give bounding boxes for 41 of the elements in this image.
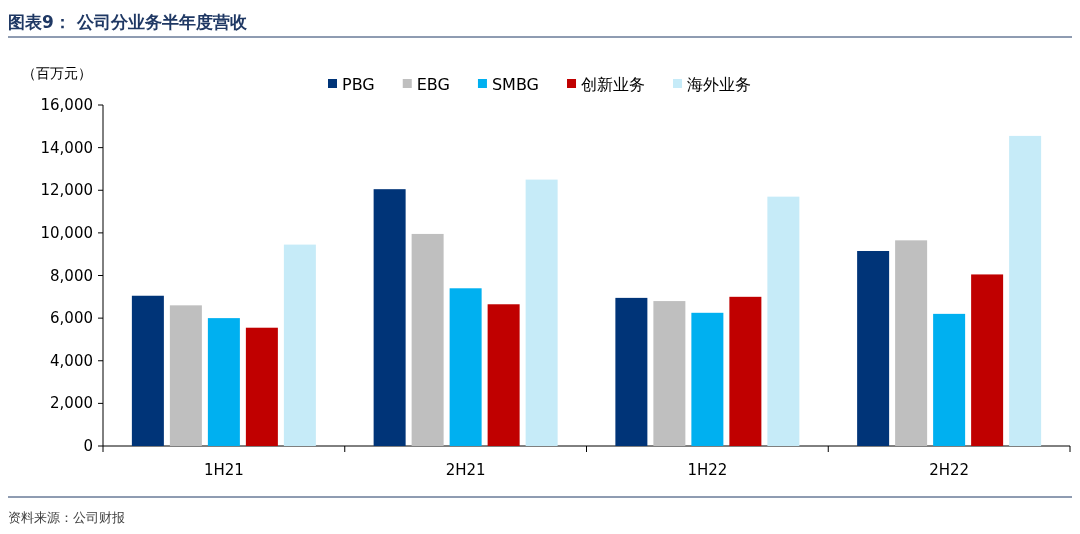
legend-label: 创新业务 xyxy=(581,75,646,94)
bar xyxy=(691,312,724,446)
bar xyxy=(729,296,762,446)
legend-label: EBG xyxy=(416,75,450,94)
bar xyxy=(373,189,406,446)
y-tick-label: 6,000 xyxy=(50,309,93,328)
bar xyxy=(767,196,800,446)
x-tick-label: 2H21 xyxy=(445,461,486,479)
bar xyxy=(411,233,444,446)
bar xyxy=(449,288,482,446)
y-tick-label: 2,000 xyxy=(50,394,93,413)
bar xyxy=(971,274,1004,446)
bar xyxy=(653,301,686,446)
y-tick-label: 14,000 xyxy=(40,138,93,157)
x-tick-label: 1H21 xyxy=(203,461,244,479)
x-tick-label: 2H22 xyxy=(929,461,970,479)
x-tick-label: 1H22 xyxy=(687,461,728,479)
y-tick-label: 8,000 xyxy=(50,266,93,285)
bar xyxy=(169,305,202,446)
y-tick-label: 12,000 xyxy=(40,181,93,200)
bar xyxy=(1009,135,1042,446)
bar xyxy=(857,250,890,446)
bar xyxy=(525,179,558,446)
bar xyxy=(895,240,928,446)
bar xyxy=(933,313,966,446)
y-axis-title: （百万元） xyxy=(22,65,92,81)
bar xyxy=(207,318,240,446)
chart-title: 图表9： 公司分业务半年度营收 xyxy=(8,12,248,32)
text: 资料来源：公司财报 xyxy=(8,510,125,525)
legend-label: 海外业务 xyxy=(687,75,752,94)
y-tick-label: 16,000 xyxy=(40,96,93,114)
bar xyxy=(245,327,278,446)
legend-label: SMBG xyxy=(491,75,540,94)
y-tick-label: 10,000 xyxy=(40,223,93,242)
y-tick-label: 4,000 xyxy=(50,351,93,370)
bar xyxy=(615,297,648,446)
bar xyxy=(283,244,316,446)
bar xyxy=(487,304,520,446)
y-tick-label: 0 xyxy=(83,437,93,455)
legend-label: PBG xyxy=(342,75,375,94)
bar xyxy=(131,295,164,446)
